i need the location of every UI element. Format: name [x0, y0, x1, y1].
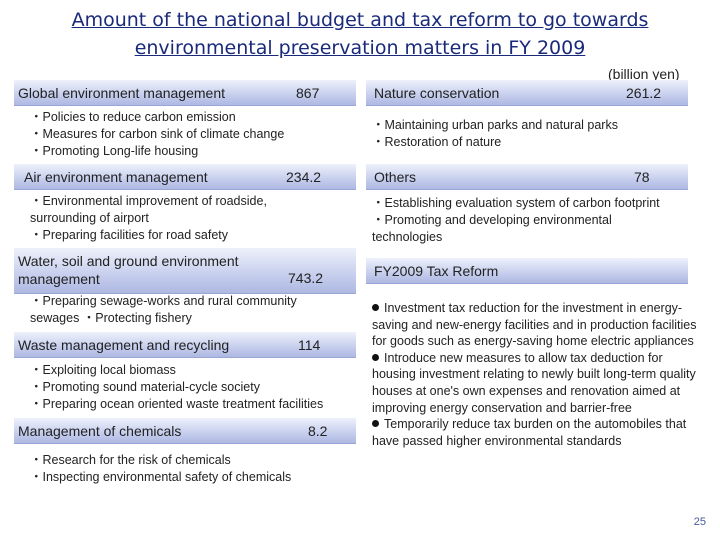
others-header: Others 78	[366, 164, 688, 190]
global-environment-items: ・Policies to reduce carbon emission ・Mea…	[30, 109, 356, 160]
nature-conservation-header: Nature conservation 261.2	[366, 80, 688, 106]
list-item: Introduce new measures to allow tax dedu…	[372, 350, 696, 415]
list-item: Temporarily reduce tax burden on the aut…	[372, 417, 687, 448]
bullet-icon	[372, 420, 379, 428]
list-item: ・Maintaining urban parks and natural par…	[372, 118, 618, 132]
waste-management-items: ・Exploiting local biomass ・Promoting sou…	[30, 362, 356, 413]
page-title: Amount of the national budget and tax re…	[71, 9, 649, 59]
list-item: ・Preparing sewage-works and rural commun…	[30, 294, 297, 308]
global-environment-value: 867	[296, 85, 320, 101]
chemicals-label: Management of chemicals	[18, 423, 182, 439]
list-item: surrounding of airport	[30, 211, 149, 225]
chemicals-header: Management of chemicals 8.2	[14, 418, 356, 444]
list-item: ・Restoration of nature	[372, 135, 502, 149]
list-item: ・Preparing facilities for road safety	[30, 228, 229, 242]
list-item: sewages ・Protecting fishery	[30, 311, 192, 325]
list-item: ・Measures for carbon sink of climate cha…	[30, 127, 285, 141]
water-soil-value: 743.2	[288, 270, 324, 286]
air-environment-items: ・Environmental improvement of roadside, …	[30, 193, 356, 244]
tax-reform-label: FY2009 Tax Reform	[374, 263, 499, 279]
others-items: ・Establishing evaluation system of carbo…	[372, 195, 708, 246]
list-item: ・Environmental improvement of roadside,	[30, 194, 267, 208]
tax-reform-items: Investment tax reduction for the investm…	[372, 300, 708, 449]
global-environment-label: Global environment management	[18, 85, 226, 101]
list-item: ・Establishing evaluation system of carbo…	[372, 196, 660, 210]
tax-reform-header: FY2009 Tax Reform	[366, 258, 688, 284]
list-item: ・Exploiting local biomass	[30, 363, 176, 377]
chemicals-items: ・Research for the risk of chemicals ・Ins…	[30, 452, 356, 486]
list-item: Investment tax reduction for the investm…	[372, 301, 697, 349]
list-item: ・Promoting sound material-cycle society	[30, 380, 260, 394]
waste-management-value: 114	[298, 337, 321, 353]
list-item: ・Policies to reduce carbon emission	[30, 110, 236, 124]
water-soil-items: ・Preparing sewage-works and rural commun…	[30, 293, 356, 327]
list-item: ・Inspecting environmental safety of chem…	[30, 470, 292, 484]
air-environment-label: Air environment management	[24, 169, 208, 185]
water-soil-label: Water, soil and ground environment manag…	[18, 253, 239, 287]
list-item: technologies	[372, 230, 443, 244]
others-value: 78	[634, 169, 650, 185]
nature-conservation-value: 261.2	[626, 85, 662, 101]
water-soil-header: Water, soil and ground environment manag…	[14, 248, 356, 294]
bullet-icon	[372, 353, 379, 361]
others-label: Others	[374, 169, 417, 185]
page-number: 25	[693, 516, 706, 528]
air-environment-header: Air environment management 234.2	[14, 164, 356, 190]
list-item: ・Preparing ocean oriented waste treatmen…	[30, 397, 324, 411]
air-environment-value: 234.2	[286, 169, 322, 185]
bullet-icon	[372, 304, 379, 311]
chemicals-value: 8.2	[308, 423, 328, 439]
waste-management-header: Waste management and recycling 114	[14, 332, 356, 358]
list-item: ・Promoting and developing environmental	[372, 213, 612, 227]
global-environment-header: Global environment management 867	[14, 80, 356, 106]
list-item: ・Research for the risk of chemicals	[30, 453, 231, 467]
list-item: ・Promoting Long-life housing	[30, 144, 199, 158]
waste-management-label: Waste management and recycling	[18, 337, 230, 353]
unit-label: (billion yen)	[608, 66, 680, 82]
nature-conservation-label: Nature conservation	[374, 85, 500, 101]
nature-conservation-items: ・Maintaining urban parks and natural par…	[372, 117, 702, 151]
